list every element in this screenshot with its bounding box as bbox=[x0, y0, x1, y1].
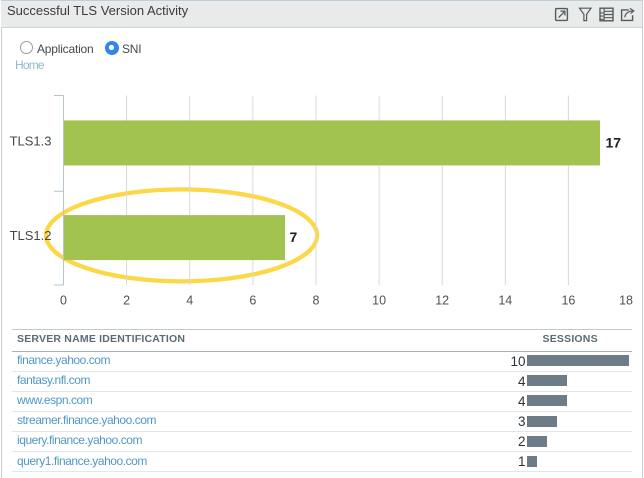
svg-text:TLS1.3: TLS1.3 bbox=[10, 133, 52, 148]
svg-text:6: 6 bbox=[249, 294, 256, 308]
svg-text:TLS1.2: TLS1.2 bbox=[10, 228, 52, 243]
svg-text:16: 16 bbox=[561, 294, 575, 308]
svg-text:8: 8 bbox=[313, 294, 320, 308]
svg-text:17: 17 bbox=[606, 134, 622, 150]
svg-text:7: 7 bbox=[290, 229, 298, 245]
svg-text:10: 10 bbox=[372, 294, 386, 308]
svg-text:0: 0 bbox=[60, 294, 67, 308]
svg-text:18: 18 bbox=[619, 294, 633, 308]
svg-text:2: 2 bbox=[123, 294, 130, 308]
svg-text:14: 14 bbox=[498, 294, 512, 308]
svg-text:4: 4 bbox=[186, 294, 193, 308]
svg-text:12: 12 bbox=[435, 294, 449, 308]
